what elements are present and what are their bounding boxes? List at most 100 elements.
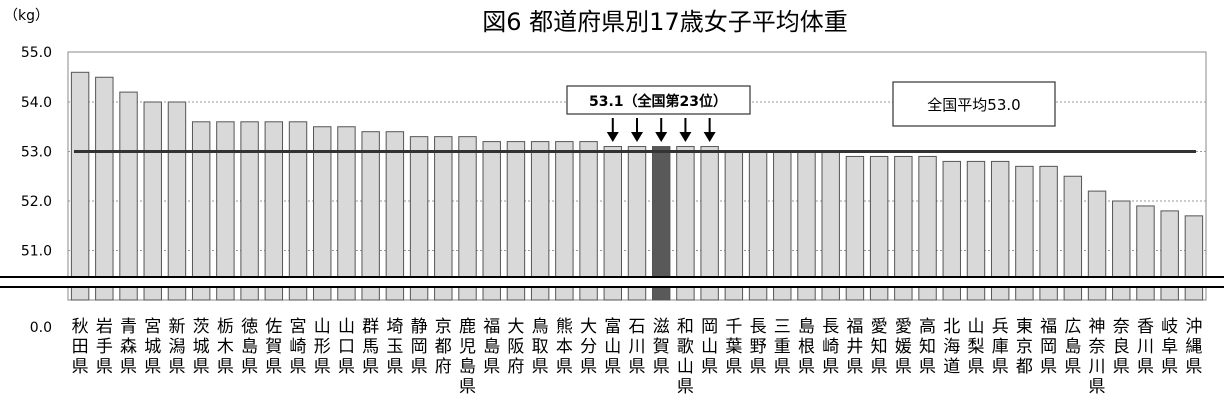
- x-tick-label: 京: [1016, 337, 1033, 357]
- x-tick-label: 県: [144, 357, 161, 377]
- x-tick-label: 佐: [265, 317, 282, 337]
- x-tick-label: 県: [96, 357, 113, 377]
- rank-arrow: [655, 118, 668, 142]
- bar-highlight: [651, 146, 671, 301]
- bar: [1015, 165, 1034, 301]
- x-tick-label: 歌: [677, 337, 694, 357]
- x-tick-label: 千: [725, 317, 742, 337]
- bar: [1063, 175, 1083, 301]
- bar: [409, 136, 429, 301]
- x-tick-label: 岡: [1040, 337, 1057, 357]
- x-tick-label: 県: [846, 357, 863, 377]
- x-tick-label: 沖: [1185, 317, 1202, 337]
- national-average-label: 全国平均53.0: [927, 96, 1020, 114]
- x-tick-label: 岩: [96, 317, 113, 337]
- x-tick-label: 長: [822, 317, 839, 337]
- x-tick-label: 山: [338, 317, 355, 337]
- rank-arrow: [679, 118, 692, 142]
- y-tick-label: 0.0: [30, 320, 52, 336]
- x-tick-label: 県: [701, 357, 718, 377]
- bar: [143, 101, 162, 301]
- x-tick-label: 愛: [871, 317, 888, 337]
- x-tick-label: 福: [483, 317, 500, 337]
- bar: [70, 71, 90, 301]
- x-tick-label: 宮: [290, 317, 307, 337]
- x-tick-label: 県: [217, 357, 234, 377]
- x-tick-label: 県: [556, 357, 573, 377]
- bar: [119, 91, 138, 301]
- x-tick-label: 児: [459, 337, 476, 357]
- x-tick-label: 県: [604, 357, 621, 377]
- x-tick-label: 玉: [386, 337, 403, 357]
- x-tick-label: 県: [459, 377, 476, 397]
- bar: [458, 136, 477, 301]
- x-tick-label: 府: [435, 357, 452, 377]
- x-tick-label: 県: [1064, 357, 1081, 377]
- x-tick-label: 賀: [265, 337, 282, 357]
- y-tick-label: 53.0: [21, 145, 52, 161]
- x-tick-label: 潟: [168, 337, 185, 357]
- x-tick-label: 県: [411, 357, 428, 377]
- x-tick-label: 三: [774, 317, 791, 337]
- x-tick-label: 県: [1040, 357, 1057, 377]
- bar: [240, 121, 259, 301]
- rank-arrow: [606, 118, 619, 142]
- x-tick-label: 県: [1161, 357, 1178, 377]
- y-tick-labels: 55.0 54.0 53.0 52.0 51.0 0.0: [21, 45, 52, 336]
- x-tick-label: 県: [72, 357, 89, 377]
- x-tick-label: 県: [265, 357, 282, 377]
- bar: [676, 146, 695, 301]
- x-tick-label: 大: [507, 317, 524, 337]
- x-tick-label: 県: [168, 357, 185, 377]
- bar: [337, 126, 356, 301]
- x-tick-label: 県: [629, 357, 646, 377]
- x-tick-label: 都: [435, 337, 452, 357]
- x-tick-label: 崎: [822, 337, 839, 357]
- highlight-callout-box: [566, 85, 751, 115]
- x-tick-label: 県: [725, 357, 742, 377]
- x-tick-label: 県: [1185, 357, 1202, 377]
- x-tick-label: 県: [774, 357, 791, 377]
- x-tick-label: 県: [1089, 377, 1106, 397]
- x-tick-label: 岡: [701, 317, 718, 337]
- national-average-box: [892, 81, 1056, 127]
- x-tick-label: 野: [750, 337, 767, 357]
- x-tick-label: 賀: [653, 337, 670, 357]
- bar: [434, 136, 453, 301]
- x-tick-label: 県: [677, 377, 694, 397]
- x-tick-label: 形: [314, 337, 331, 357]
- x-tick-label: 県: [895, 357, 912, 377]
- x-tick-label: 県: [338, 357, 355, 377]
- x-tick-label: 県: [1137, 357, 1154, 377]
- bar: [966, 160, 986, 301]
- x-tick-label: 根: [798, 337, 815, 357]
- bar: [288, 121, 308, 301]
- x-tick-label: 取: [532, 337, 549, 357]
- bar: [1112, 200, 1131, 301]
- x-tick-label: 阪: [507, 337, 524, 357]
- x-tick-label: 城: [193, 337, 210, 357]
- x-tick-label: 県: [919, 357, 936, 377]
- x-tick-label: 道: [943, 357, 960, 377]
- x-tick-label: 香: [1137, 317, 1154, 337]
- bar: [555, 141, 574, 301]
- x-tick-label: 本: [556, 337, 573, 357]
- x-tick-label: 滋: [653, 317, 670, 337]
- x-tick-label: 和: [677, 317, 694, 337]
- bar: [918, 155, 937, 301]
- x-tick-label: 媛: [895, 337, 912, 357]
- x-tick-label: 宮: [144, 317, 161, 337]
- y-tick-label: 51.0: [21, 244, 52, 260]
- x-tick-label: 県: [241, 357, 258, 377]
- x-tick-label: 徳: [241, 317, 258, 337]
- x-tick-label: 山: [314, 317, 331, 337]
- x-tick-label: 神: [1089, 317, 1106, 337]
- x-tick-label: 口: [338, 337, 355, 357]
- x-tick-label: 縄: [1185, 337, 1202, 357]
- x-tick-label: 県: [798, 357, 815, 377]
- x-tick-label: 島: [241, 337, 258, 357]
- bar: [1087, 190, 1107, 301]
- y-tick-label: 52.0: [21, 194, 52, 210]
- x-tick-label: 鹿: [459, 317, 476, 337]
